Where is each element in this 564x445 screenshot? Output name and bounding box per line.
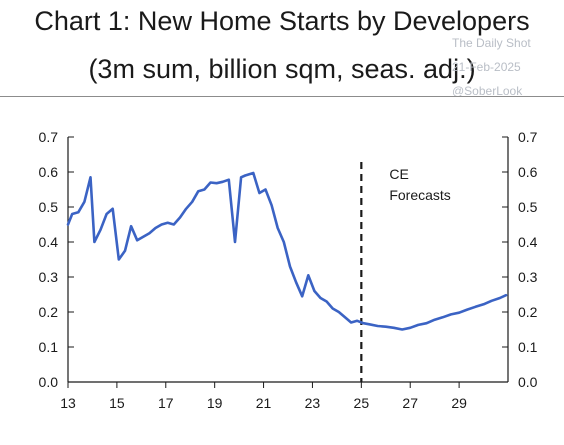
chart-header: Chart 1: New Home Starts by Developers (…	[0, 0, 564, 98]
forecast-label-line-2: Forecasts	[389, 187, 450, 203]
x-tick-label: 29	[451, 395, 467, 411]
x-tick-label: 21	[256, 395, 272, 411]
header-divider	[0, 96, 564, 97]
x-tick-label: 13	[60, 395, 76, 411]
y-tick-label-right: 0.3	[518, 269, 538, 285]
y-tick-label-right: 0.1	[518, 339, 538, 355]
y-tick-label-left: 0.4	[39, 234, 59, 250]
y-tick-label-left: 0.7	[39, 129, 59, 145]
y-tick-label-right: 0.0	[518, 374, 538, 390]
chart-title: Chart 1: New Home Starts by Developers	[34, 6, 530, 36]
x-tick-label: 19	[207, 395, 223, 411]
line-chart: 0.0 0.0 0.1 0.1 0.2 0.2 0.3 0.3 0.4 0.4 0.5 0.5 0.6 0…	[39, 129, 538, 411]
y-tick-label-right: 0.7	[518, 129, 538, 145]
chart-subtitle: (3m sum, billion sqm, seas. adj.)	[88, 54, 476, 84]
watermark-line-2: 21-Feb-2025	[452, 60, 521, 74]
y-tick-label-left: 0.1	[39, 339, 59, 355]
x-tick-label: 17	[158, 395, 174, 411]
y-tick-label-right: 0.5	[518, 199, 538, 215]
y-tick-label-right: 0.6	[518, 164, 538, 180]
series-line	[66, 171, 508, 331]
forecast-label-line-1: CE	[389, 166, 408, 182]
y-tick-label-left: 0.2	[39, 304, 59, 320]
y-tick-label-left: 0.3	[39, 269, 59, 285]
y-tick-label-left: 0.6	[39, 164, 59, 180]
x-tick-label: 27	[402, 395, 418, 411]
y-tick-label-right: 0.4	[518, 234, 538, 250]
x-tick-label: 15	[109, 395, 125, 411]
y-tick-label-right: 0.2	[518, 304, 538, 320]
y-tick-label-left: 0.0	[39, 374, 59, 390]
y-tick-label-left: 0.5	[39, 199, 59, 215]
x-tick-label: 25	[354, 395, 370, 411]
watermark-line-1: The Daily Shot	[452, 36, 531, 50]
x-tick-label: 23	[305, 395, 321, 411]
watermark-line-3: @SoberLook	[452, 84, 523, 98]
